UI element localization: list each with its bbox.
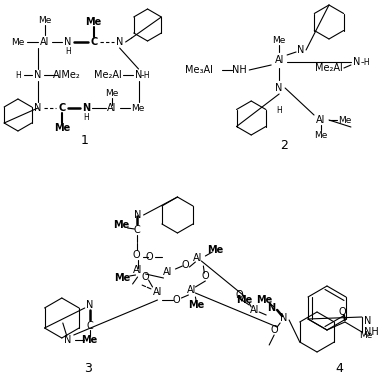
Text: N: N [298, 45, 305, 55]
Text: N: N [82, 103, 90, 113]
Text: Al: Al [40, 37, 50, 47]
Text: NH: NH [232, 65, 247, 75]
Text: 1: 1 [81, 134, 89, 147]
Text: C: C [133, 225, 140, 235]
Text: O: O [338, 307, 346, 317]
Text: Me: Me [86, 17, 102, 27]
Text: –H: –H [361, 57, 371, 67]
Text: N: N [34, 70, 42, 80]
Text: Me: Me [207, 245, 224, 255]
Text: Al: Al [193, 253, 202, 263]
Text: H: H [15, 70, 21, 80]
Text: O: O [173, 295, 180, 305]
Text: C: C [90, 37, 97, 47]
Text: Me: Me [105, 88, 118, 98]
Text: –H: –H [141, 70, 150, 80]
Text: 4: 4 [335, 362, 343, 375]
Text: Al: Al [133, 265, 142, 275]
Text: 2: 2 [280, 139, 288, 152]
Text: Al: Al [107, 103, 116, 113]
Text: Me: Me [11, 38, 25, 46]
Text: O: O [235, 290, 243, 300]
Text: Me: Me [256, 295, 272, 305]
Text: Me: Me [338, 116, 352, 124]
Text: N: N [135, 70, 142, 80]
Text: Al: Al [187, 285, 196, 295]
Text: Al: Al [250, 305, 259, 315]
Text: Al: Al [163, 267, 172, 277]
Text: H: H [276, 105, 282, 115]
Text: N: N [364, 316, 371, 326]
Text: Me: Me [38, 15, 51, 25]
Text: Me: Me [188, 300, 205, 310]
Text: N: N [134, 210, 141, 220]
Text: O: O [142, 272, 149, 282]
Text: Me: Me [54, 123, 70, 133]
Text: O: O [133, 250, 140, 260]
Text: N: N [275, 83, 283, 93]
Text: Me: Me [115, 273, 131, 283]
Text: Me: Me [272, 36, 286, 44]
Text: O: O [182, 260, 189, 270]
Text: N: N [64, 37, 72, 47]
Text: N: N [86, 300, 93, 310]
Text: Al: Al [274, 55, 284, 65]
Text: Me₂Al: Me₂Al [94, 70, 122, 80]
Text: N: N [280, 313, 288, 323]
Text: C: C [58, 103, 66, 113]
Text: Me: Me [359, 331, 373, 339]
Text: Me: Me [82, 335, 98, 345]
Text: O: O [146, 252, 153, 262]
Text: Al: Al [316, 115, 326, 125]
Text: H: H [65, 46, 70, 56]
Text: N: N [353, 57, 360, 67]
Text: Al: Al [153, 287, 162, 297]
Text: Me₂Al: Me₂Al [315, 63, 343, 73]
Text: C: C [86, 321, 93, 331]
Text: N: N [34, 103, 42, 113]
Text: N: N [64, 335, 72, 345]
Text: Me₃Al: Me₃Al [186, 65, 213, 75]
Text: Me: Me [236, 295, 252, 305]
Text: Me: Me [131, 103, 144, 113]
Text: N: N [116, 37, 123, 47]
Text: AlMe₂: AlMe₂ [53, 70, 81, 80]
Text: Me: Me [314, 131, 328, 139]
Text: NH: NH [365, 327, 379, 337]
Text: O: O [271, 325, 278, 335]
Text: H: H [83, 113, 89, 121]
Text: Me: Me [114, 220, 130, 230]
Text: 3: 3 [84, 362, 92, 375]
Text: N: N [267, 303, 275, 313]
Text: O: O [202, 271, 209, 281]
